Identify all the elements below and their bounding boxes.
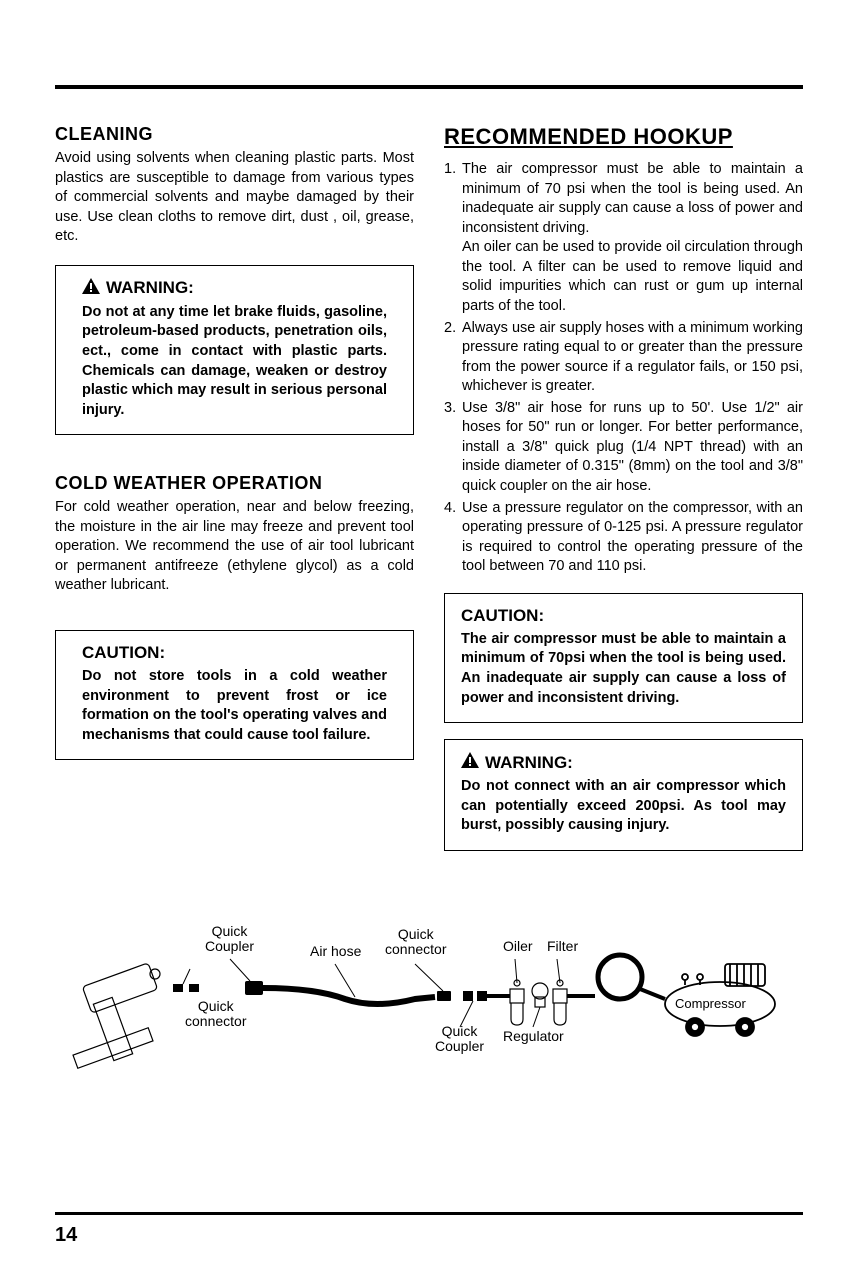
hookup-diagram: QuickCoupler Quickconnector Air hose Qui… [55,919,803,1119]
item-text: Use 3/8" air hose for runs up to 50'. Us… [462,399,803,497]
warning-triangle-icon [82,278,100,299]
item-number: 2. [444,319,462,397]
cold-body: For cold weather operation, near and bel… [55,498,414,596]
cold-heading: COLD WEATHER OPERATION [55,473,414,494]
item-number: 4. [444,499,462,577]
label-oiler: Oiler [503,939,533,954]
warning-body-1: Do not at any time let brake fluids, gas… [82,303,387,420]
caution-heading-2: CAUTION: [461,606,786,626]
cleaning-body: Avoid using solvents when cleaning plast… [55,149,414,247]
label-quick-coupler-2: QuickCoupler [435,1024,484,1055]
hookup-heading: RECOMMENDED HOOKUP [444,124,803,150]
left-column: CLEANING Avoid using solvents when clean… [55,124,414,879]
item-number: 1. [444,160,462,317]
label-quick-connector-1: Quickconnector [185,999,246,1030]
bottom-rule [55,1212,803,1215]
two-column-layout: CLEANING Avoid using solvents when clean… [55,124,803,879]
warning-heading-2: WARNING: [461,752,786,773]
caution-heading-1: CAUTION: [82,643,387,663]
item-text: Use a pressure regulator on the compress… [462,499,803,577]
cleaning-heading: CLEANING [55,124,414,145]
hookup-list: 1. The air compressor must be able to ma… [444,160,803,577]
hookup-item-4: 4. Use a pressure regulator on the compr… [444,499,803,577]
warning-box-1: WARNING: Do not at any time let brake fl… [55,265,414,435]
warning-label-1: WARNING: [106,278,194,298]
label-quick-connector-2: Quickconnector [385,927,446,958]
warning-triangle-icon [461,752,479,773]
label-filter: Filter [547,939,578,954]
label-air-hose: Air hose [310,944,361,959]
warning-heading-1: WARNING: [82,278,387,299]
label-quick-coupler-1: QuickCoupler [205,924,254,955]
caution-body-1: Do not store tools in a cold weather env… [82,667,387,745]
right-column: RECOMMENDED HOOKUP 1. The air compressor… [444,124,803,879]
caution-body-2: The air compressor must be able to maint… [461,630,786,708]
hookup-item-1: 1. The air compressor must be able to ma… [444,160,803,317]
warning-label-2: WARNING: [485,753,573,773]
caution-box-2: CAUTION: The air compressor must be able… [444,593,803,723]
hookup-item-3: 3. Use 3/8" air hose for runs up to 50'.… [444,399,803,497]
page-number: 14 [55,1224,77,1247]
hookup-item-2: 2. Always use air supply hoses with a mi… [444,319,803,397]
top-rule [55,85,803,89]
warning-body-2: Do not connect with an air compressor wh… [461,777,786,836]
item-text: Always use air supply hoses with a minim… [462,319,803,397]
caution-box-1: CAUTION: Do not store tools in a cold we… [55,630,414,760]
item-text: The air compressor must be able to maint… [462,160,803,317]
warning-box-2: WARNING: Do not connect with an air comp… [444,739,803,851]
label-regulator: Regulator [503,1029,564,1044]
label-compressor: Compressor [675,997,746,1011]
item-number: 3. [444,399,462,497]
